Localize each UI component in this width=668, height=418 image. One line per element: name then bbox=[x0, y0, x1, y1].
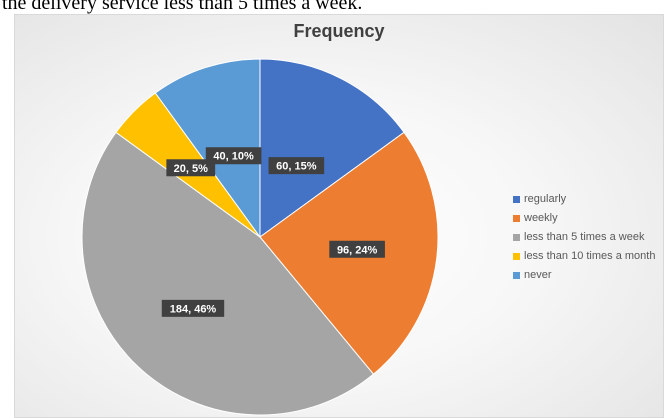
data-label-box bbox=[329, 240, 385, 258]
pie-slice-less-than-5-times-a-week bbox=[81, 131, 375, 416]
legend-swatch bbox=[513, 215, 520, 222]
legend-swatch bbox=[513, 196, 520, 203]
data-label-text: 184, 46% bbox=[170, 303, 217, 315]
legend-item-less-than-10-times-a-month: less than 10 times a month bbox=[513, 247, 655, 266]
legend-swatch bbox=[513, 272, 520, 279]
legend-label: regularly bbox=[524, 193, 567, 205]
data-label-box bbox=[205, 147, 262, 165]
chart-area: Frequency 60, 15% 96, 24% 184, 46% 20, 5% 40… bbox=[14, 14, 664, 418]
legend-swatch bbox=[513, 253, 520, 260]
legend-item-weekly: weekly bbox=[513, 209, 655, 228]
data-label-text: 96, 24% bbox=[337, 244, 378, 256]
legend-label: less than 10 times a month bbox=[524, 250, 656, 262]
data-label-text: 20, 5% bbox=[174, 163, 208, 175]
document-caption-text: the delivery service less than 5 times a… bbox=[2, 0, 363, 14]
chart-title: Frequency bbox=[293, 21, 385, 41]
data-label-less-than-10-times-a-month: 20, 5% bbox=[166, 159, 216, 177]
data-label-regularly: 60, 15% bbox=[268, 157, 325, 175]
legend-item-less-than-5-times-a-week: less than 5 times a week bbox=[513, 228, 655, 247]
legend-label: weekly bbox=[524, 212, 558, 224]
data-label-box bbox=[166, 159, 216, 177]
data-label-never: 40, 10% bbox=[205, 147, 262, 165]
chart-legend: regularly weekly less than 5 times a week l… bbox=[513, 190, 655, 285]
data-label-weekly: 96, 24% bbox=[329, 240, 385, 258]
data-label-box bbox=[161, 299, 225, 317]
pie-slice-regularly bbox=[259, 58, 405, 238]
legend-item-never: never bbox=[513, 266, 655, 285]
data-label-text: 60, 15% bbox=[276, 161, 317, 173]
legend-label: less than 5 times a week bbox=[524, 231, 645, 243]
pie-chart: 60, 15% 96, 24% 184, 46% 20, 5% 40, 10% bbox=[81, 58, 439, 416]
legend-item-regularly: regularly bbox=[513, 190, 655, 209]
legend-label: never bbox=[524, 269, 552, 281]
data-label-box bbox=[268, 157, 325, 175]
legend-swatch bbox=[513, 234, 520, 241]
data-label-less-than-5-times-a-week: 184, 46% bbox=[161, 299, 225, 317]
data-label-text: 40, 10% bbox=[213, 151, 254, 163]
